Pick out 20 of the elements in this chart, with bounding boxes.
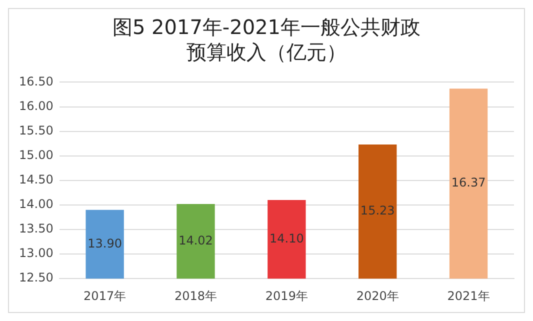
x-tick-label: 2021年 (447, 288, 490, 303)
y-tick-label: 16.00 (18, 98, 54, 113)
data-label: 14.02 (178, 233, 213, 248)
y-tick-label: 16.50 (18, 74, 54, 88)
x-tick-label: 2019年 (265, 288, 308, 303)
y-tick-label: 14.00 (18, 197, 54, 212)
x-tick-label: 2020年 (356, 288, 399, 303)
y-tick-label: 13.00 (18, 246, 54, 260)
x-tick-label: 2018年 (174, 288, 218, 303)
chart-title: 图5 2017年-2021年一般公共财政预算收入（亿元） (111, 15, 422, 65)
data-label: 15.23 (360, 204, 395, 218)
y-tick-label: 15.50 (18, 123, 54, 138)
data-label: 16.37 (451, 176, 486, 190)
y-tick-label: 14.50 (18, 172, 54, 187)
y-tick-label: 15.00 (18, 148, 54, 162)
y-tick-label: 13.50 (18, 222, 54, 236)
y-tick-label: 12.50 (18, 270, 54, 285)
data-label: 13.90 (88, 236, 122, 250)
x-tick-label: 2017年 (84, 288, 126, 303)
data-label: 14.10 (269, 231, 304, 246)
